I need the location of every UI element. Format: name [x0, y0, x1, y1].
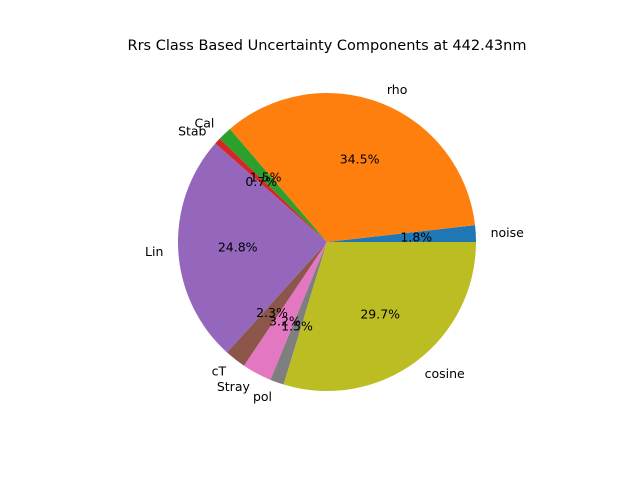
pie-wedges: [177, 92, 476, 391]
slice-label-stab: Stab: [178, 123, 206, 138]
pie-labels: noise 1.8% rho 34.5% Cal 1.5% Stab 0.7% Lin 24.8%…: [145, 82, 524, 404]
slice-percent-cal: 1.5%: [250, 170, 282, 185]
slice-percent-stab: 0.7%: [245, 174, 277, 189]
slice-percent-stray: 3.2%: [269, 313, 301, 328]
slice-label-ct: cT: [212, 364, 227, 379]
slice-percent-lin: 24.8%: [218, 240, 258, 255]
slice-label-cal: Cal: [195, 115, 215, 130]
pie-slice-pol: [270, 242, 327, 385]
pie-slice-rho: [229, 92, 476, 242]
slice-label-rho: rho: [387, 82, 408, 97]
slice-label-pol: pol: [253, 389, 272, 404]
pie-slice-stab: [215, 138, 327, 242]
chart-title: Rrs Class Based Uncertainty Components a…: [128, 38, 527, 54]
slice-percent-cosine: 29.7%: [360, 306, 400, 321]
pie-slice-cosine: [283, 242, 476, 391]
slice-label-noise: noise: [491, 225, 525, 240]
pie-slice-noise: [327, 225, 476, 242]
slice-label-cosine: cosine: [425, 366, 465, 381]
slice-percent-noise: 1.8%: [400, 229, 432, 244]
pie-slice-ct: [227, 242, 327, 366]
pie-slice-lin: [177, 143, 327, 353]
slice-label-stray: Stray: [217, 379, 251, 394]
pie-slice-cal: [219, 129, 327, 242]
slice-percent-ct: 2.3%: [256, 305, 288, 320]
slice-percent-pol: 1.5%: [281, 319, 313, 334]
slice-label-lin: Lin: [145, 244, 163, 259]
slice-percent-rho: 34.5%: [340, 151, 380, 166]
pie-slice-stray: [244, 242, 327, 380]
